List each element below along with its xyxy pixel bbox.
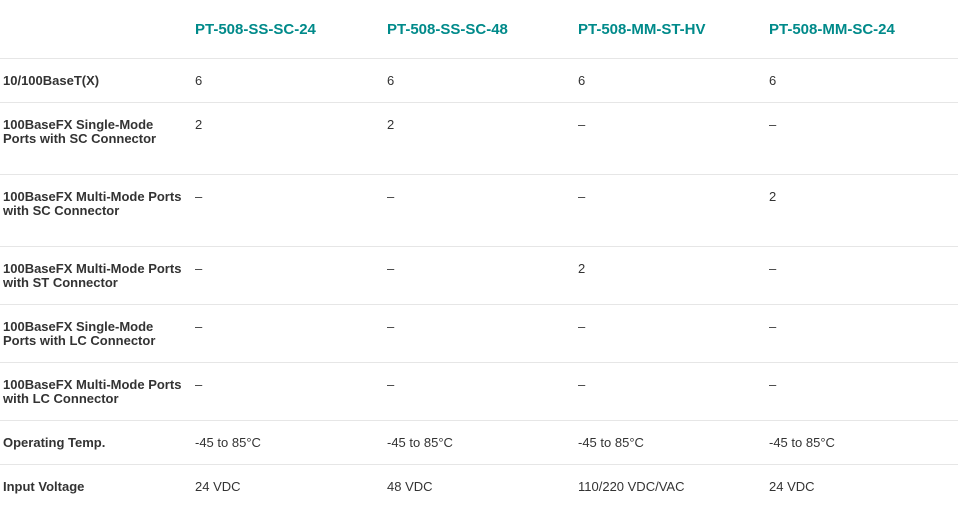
cell-value: 6 xyxy=(766,59,958,103)
table-row: 100BaseFX Multi-Mode Ports with LC Conne… xyxy=(0,363,958,421)
cell-value: 110/220 VDC/VAC xyxy=(575,465,766,508)
row-label: 100BaseFX Multi-Mode Ports with LC Conne… xyxy=(0,363,192,421)
header-model: PT-508-MM-ST-HV xyxy=(575,0,766,59)
cell-value: – xyxy=(766,103,958,175)
cell-value: -45 to 85°C xyxy=(575,421,766,465)
cell-value: 2 xyxy=(384,103,575,175)
table-row: Operating Temp.-45 to 85°C-45 to 85°C-45… xyxy=(0,421,958,465)
cell-value: -45 to 85°C xyxy=(766,421,958,465)
cell-value: 2 xyxy=(575,247,766,305)
cell-value: -45 to 85°C xyxy=(192,421,384,465)
header-model: PT-508-SS-SC-48 xyxy=(384,0,575,59)
header-empty xyxy=(0,0,192,59)
row-label: 100BaseFX Single-Mode Ports with SC Conn… xyxy=(0,103,192,175)
row-label: 100BaseFX Single-Mode Ports with LC Conn… xyxy=(0,305,192,363)
cell-value: – xyxy=(766,363,958,421)
cell-value: – xyxy=(575,103,766,175)
cell-value: 6 xyxy=(192,59,384,103)
cell-value: – xyxy=(766,247,958,305)
cell-value: – xyxy=(575,305,766,363)
cell-value: 6 xyxy=(384,59,575,103)
cell-value: – xyxy=(575,363,766,421)
header-model: PT-508-SS-SC-24 xyxy=(192,0,384,59)
cell-value: 48 VDC xyxy=(384,465,575,508)
cell-value: – xyxy=(192,247,384,305)
cell-value: – xyxy=(384,175,575,247)
cell-value: 2 xyxy=(766,175,958,247)
cell-value: – xyxy=(384,363,575,421)
row-label: 100BaseFX Multi-Mode Ports with SC Conne… xyxy=(0,175,192,247)
table-row: 100BaseFX Single-Mode Ports with LC Conn… xyxy=(0,305,958,363)
cell-value: – xyxy=(384,247,575,305)
row-label: Operating Temp. xyxy=(0,421,192,465)
table-row: 100BaseFX Multi-Mode Ports with SC Conne… xyxy=(0,175,958,247)
header-row: PT-508-SS-SC-24 PT-508-SS-SC-48 PT-508-M… xyxy=(0,0,958,59)
row-label: Input Voltage xyxy=(0,465,192,508)
cell-value: 24 VDC xyxy=(766,465,958,508)
cell-value: 6 xyxy=(575,59,766,103)
cell-value: – xyxy=(766,305,958,363)
table-row: 100BaseFX Single-Mode Ports with SC Conn… xyxy=(0,103,958,175)
cell-value: – xyxy=(192,363,384,421)
cell-value: – xyxy=(192,175,384,247)
table-row: 100BaseFX Multi-Mode Ports with ST Conne… xyxy=(0,247,958,305)
cell-value: 24 VDC xyxy=(192,465,384,508)
row-label: 10/100BaseT(X) xyxy=(0,59,192,103)
row-label: 100BaseFX Multi-Mode Ports with ST Conne… xyxy=(0,247,192,305)
header-model: PT-508-MM-SC-24 xyxy=(766,0,958,59)
cell-value: 2 xyxy=(192,103,384,175)
cell-value: – xyxy=(384,305,575,363)
cell-value: – xyxy=(575,175,766,247)
cell-value: – xyxy=(192,305,384,363)
cell-value: -45 to 85°C xyxy=(384,421,575,465)
